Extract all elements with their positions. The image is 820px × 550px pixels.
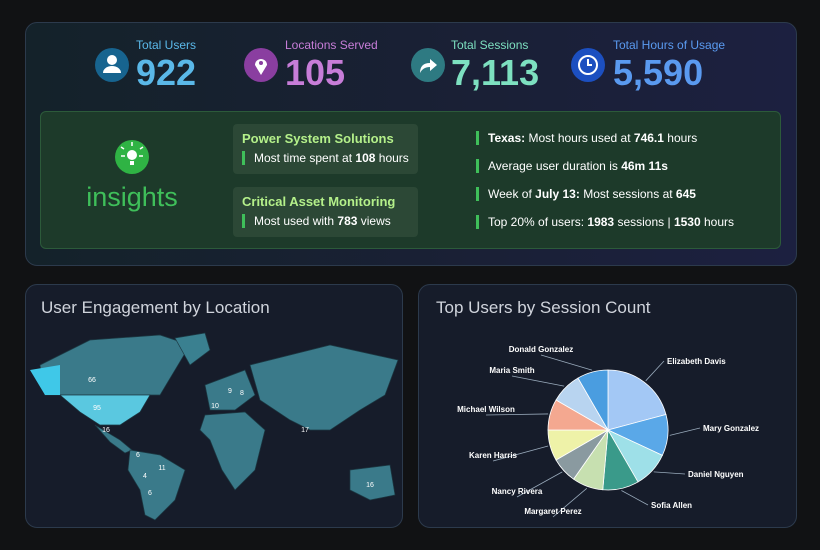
stat-label: Total Users — [136, 38, 197, 52]
legend-label: Nancy Rivera — [492, 487, 543, 496]
map-title: User Engagement by Location — [41, 298, 270, 317]
pie-slice — [577, 369, 609, 432]
bold-text: 1983 — [587, 215, 615, 229]
stat-value: 922 — [136, 52, 197, 93]
leader-line — [485, 413, 549, 416]
stat-label: Locations Served — [285, 38, 378, 52]
insight-card: Power System Solutions Most time spent at… — [233, 124, 418, 174]
bold-text: 746.1 — [633, 131, 664, 145]
leader-line — [492, 445, 549, 462]
legend-label: Elizabeth Davis — [667, 357, 726, 366]
card-title: Critical Asset Monitoring — [242, 194, 396, 209]
map-label: 66 — [88, 377, 96, 384]
leader-line — [552, 487, 588, 518]
map-label: 95 — [93, 405, 101, 412]
bold-text: July 13: — [535, 187, 580, 201]
text: Week of — [488, 187, 532, 201]
bold-text: 108 — [355, 151, 376, 165]
text: Average user duration is — [488, 159, 618, 173]
leader-line — [540, 354, 593, 371]
map-label: 11 — [158, 465, 165, 472]
leader-line — [516, 471, 563, 498]
legend-label: Karen Harris — [469, 451, 518, 460]
text: views — [360, 214, 391, 228]
text: Most hours used at — [528, 131, 631, 145]
bold-text: Texas: — [488, 131, 526, 145]
text: Most sessions at — [583, 187, 673, 201]
text: hours — [667, 131, 698, 145]
insight-line: Week of July 13: Most sessions at 645 — [476, 187, 696, 201]
stat-value: 5,590 — [613, 52, 704, 93]
text: sessions | — [617, 215, 671, 229]
map-label: 8 — [240, 390, 244, 397]
bold-text: 783 — [337, 214, 358, 228]
map-label: 16 — [102, 427, 110, 434]
insight-card: Critical Asset Monitoring Most used with … — [233, 187, 418, 237]
text: Most time spent at — [254, 151, 353, 165]
legend-label: Mary Gonzalez — [703, 424, 759, 433]
legend-label: Daniel Nguyen — [688, 470, 744, 479]
map-label: 6 — [148, 490, 152, 497]
text: hours — [378, 151, 409, 165]
card-title: Power System Solutions — [242, 131, 394, 146]
insight-line: Top 20% of users: 1983 sessions | 1530 h… — [476, 215, 734, 229]
stat-label: Total Hours of Usage — [613, 38, 726, 52]
chart-title: Top Users by Session Count — [436, 298, 651, 317]
legend-label: Donald Gonzalez — [509, 345, 573, 354]
leader-line — [511, 375, 565, 387]
legend-label: Sofia Allen — [651, 501, 692, 510]
map-label: 17 — [301, 427, 309, 434]
insight-line: Texas: Most hours used at 746.1 hours — [476, 131, 697, 145]
leader-line — [621, 490, 649, 506]
map-label: 6 — [136, 452, 140, 459]
bold-text: 645 — [675, 187, 696, 201]
pie-slice — [607, 369, 667, 431]
insight-line: Average user duration is 46m 11s — [476, 159, 668, 173]
bold-text: 46m 11s — [621, 159, 668, 173]
legend-label: Margaret Perez — [524, 507, 581, 516]
leader-line — [669, 427, 701, 436]
map-label: 9 — [228, 388, 232, 395]
stat-value: 105 — [285, 52, 346, 93]
text: hours — [703, 215, 735, 229]
map-label: 4 — [143, 473, 147, 480]
legend-label: Maria Smith — [489, 366, 534, 375]
leader-line — [645, 360, 665, 382]
map-label: 16 — [366, 482, 374, 489]
map-label: 10 — [211, 403, 219, 410]
legend-label: Michael Wilson — [457, 405, 515, 414]
stat-value: 7,113 — [451, 52, 540, 93]
card-line: Most used with 783 views — [242, 214, 391, 228]
bold-text: 1530 — [673, 215, 701, 229]
text: Most used with — [254, 214, 335, 228]
card-line: Most time spent at 108 hours — [242, 151, 409, 165]
leader-line — [653, 471, 686, 475]
insights-heading: insights — [86, 182, 178, 212]
text: Top 20% of users: — [488, 215, 585, 229]
bulb — [115, 140, 149, 174]
stat-label: Total Sessions — [451, 38, 529, 52]
